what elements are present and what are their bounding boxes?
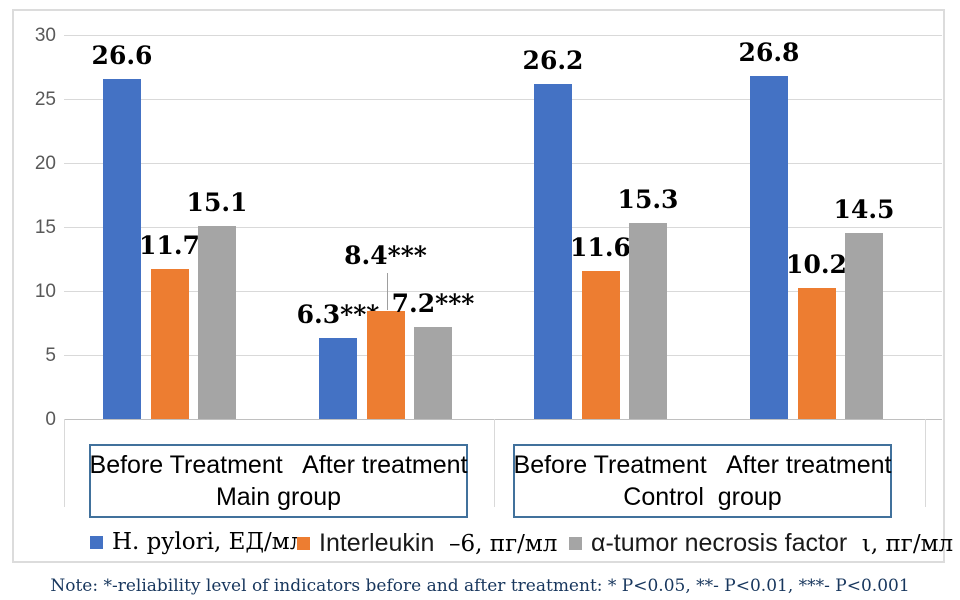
bar-series3-group3 [629,223,667,419]
y-gridline [64,163,942,164]
bar-data-label: 26.8 [738,37,800,67]
legend-label: H. pylori, ЕД/мл [112,529,305,555]
legend-item: H. pylori, ЕД/мл [90,529,304,555]
y-gridline [64,355,942,356]
x-axis-line [64,419,942,420]
y-gridline [64,99,942,100]
legend-label: α-tumor necrosis factor [591,529,848,557]
category-axis-divider [925,419,926,507]
label-leader-line [386,273,388,311]
category-box-control-group: Before Treatment After treatment Control… [513,444,892,518]
bar-series1-group2 [319,338,357,419]
bar-data-label: 6.3*** [296,300,380,330]
bar-data-label: 10.2 [786,250,847,280]
category-label-treatments-control: Before Treatment After treatment [513,451,892,479]
orange-square-marker [297,537,310,550]
bar-data-label: 26.6 [91,40,153,70]
bar-series2-group4 [797,288,836,419]
bar-data-label: 26.2 [522,45,584,75]
category-label-main-group: Main group [215,483,342,511]
bar-data-label: 11.6 [570,232,631,262]
y-axis-tick-label: 30 [34,25,56,46]
chart-legend: H. pylori, ЕД/мл Interleukin –6, пг/мл α-t… [14,529,959,563]
y-axis-tick-label: 15 [34,217,56,238]
bar-series2-group1 [150,269,189,419]
category-axis-divider [494,419,495,507]
chart-area: 0 5 10 15 20 25 30 26.6 6.3*** 26.2 26.8 11.7 8.4***… [12,9,953,563]
category-axis-divider [64,419,65,507]
bar-data-label: 11.7 [139,231,200,261]
bar-data-label: 7.2*** [391,288,475,318]
category-box-main-group: Before Treatment After treatment Main gr… [89,444,468,518]
bar-series1-group4 [750,75,788,419]
bar-data-label: 15.1 [186,187,248,217]
bar-data-label: 14.5 [833,195,895,225]
y-axis-tick-label: 20 [34,153,56,174]
category-label-treatments-main: Before Treatment After treatment [89,451,468,479]
bar-series1-group1 [103,78,141,419]
gray-square-marker [569,537,582,550]
bar-series3-group2 [414,326,452,419]
y-axis-tick-label: 0 [45,409,56,430]
bar-series2-group2 [366,311,405,419]
y-axis-tick-label: 10 [34,281,56,302]
bar-series3-group4 [845,233,883,419]
bar-series3-group1 [198,225,236,419]
y-gridline [64,35,942,36]
category-label-control-group: Control group [623,483,782,511]
y-axis-tick-label: 5 [45,345,56,366]
y-axis-tick-label: 25 [34,89,56,110]
bar-series1-group3 [534,83,572,419]
legend-item: Interleukin –6, пг/мл [297,529,557,558]
legend-label: ι, пг/мл [847,531,954,557]
bar-series2-group3 [581,270,620,419]
blue-square-marker [90,535,103,549]
note-text: Note: *-reliability level of indicators … [50,576,910,596]
y-gridline [64,227,942,228]
y-gridline [64,291,942,292]
legend-item: α-tumor necrosis factor ι, пг/мл [569,529,953,558]
bar-data-label: 15.3 [617,185,679,215]
legend-label: –6, пг/мл [434,531,558,557]
bar-data-label: 8.4*** [344,241,427,271]
legend-label: Interleukin [319,529,435,557]
